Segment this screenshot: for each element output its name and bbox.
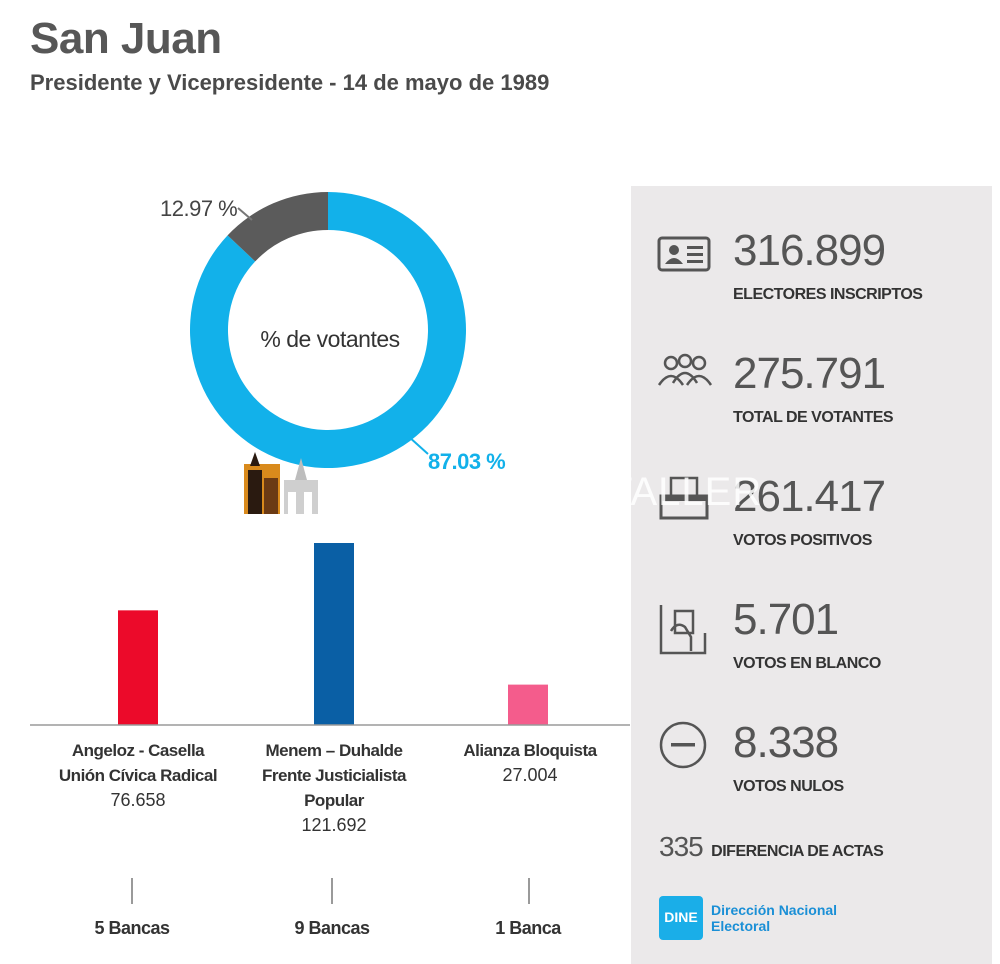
- donut-leader-line: [237, 207, 253, 221]
- stat-value: 261.417: [733, 472, 886, 521]
- hand-ballot-icon: [659, 605, 707, 655]
- donut-label-voters: 87.03 %: [428, 449, 506, 474]
- donut-label-nonvoters: 12.97 %: [160, 196, 238, 221]
- seats-label-2: 1 Banca: [495, 918, 561, 938]
- candidate-party: Unión Cívica Radical: [58, 766, 218, 785]
- stat-blanco: 5.701 VOTOS EN BLANCO: [631, 595, 992, 695]
- id-card-icon: [657, 236, 711, 272]
- candidate-label-2: Alianza Bloquista 27.004: [430, 738, 630, 788]
- dine-abbr: DINE: [664, 909, 698, 925]
- page-title: San Juan: [30, 14, 222, 63]
- watermark-text: TALLER: [608, 470, 763, 514]
- candidate-votes: 76.658: [110, 790, 166, 810]
- ballot-box-icon: [659, 476, 709, 520]
- votes-bar-chart: [30, 543, 630, 726]
- difference-label: DIFERENCIA DE ACTAS: [711, 843, 884, 860]
- candidate-label-0: Angeloz - Casella Unión Cívica Radical 7…: [38, 738, 238, 813]
- page-subtitle: Presidente y Vicepresidente - 14 de mayo…: [30, 70, 550, 95]
- dine-name: Dirección Nacional Electoral: [711, 902, 837, 934]
- stat-nulos: 8.338 VOTOS NULOS: [631, 718, 992, 818]
- dine-name-line1: Dirección Nacional: [711, 902, 838, 918]
- stat-label: VOTOS NULOS: [733, 778, 844, 795]
- separator-tick: [131, 878, 133, 904]
- candidate-name: Menem – Duhalde: [265, 741, 403, 760]
- donut-leader-line: [407, 435, 429, 455]
- stat-value: 316.899: [733, 226, 886, 275]
- candidate-votes: 27.004: [502, 765, 558, 785]
- difference-actas: 335 DIFERENCIA DE ACTAS: [659, 831, 884, 863]
- stat-value: 8.338: [733, 718, 839, 767]
- candidate-label-1: Menem – Duhalde Frente Justicialista Pop…: [234, 738, 434, 838]
- stat-label: VOTOS POSITIVOS: [733, 532, 872, 549]
- seats-label-1: 9 Bancas: [294, 918, 370, 938]
- stat-label: TOTAL DE VOTANTES: [733, 409, 894, 426]
- turnout-donut-chart: [190, 192, 467, 469]
- candidate-votes: 121.692: [301, 815, 367, 835]
- stats-panel: 316.899 ELECTORES INSCRIPTOS 275.791 TOT…: [631, 186, 992, 964]
- stat-positivos: 261.417 VOTOS POSITIVOS: [631, 472, 992, 572]
- candidate-name: Alianza Bloquista: [463, 741, 597, 760]
- separator-tick: [528, 878, 530, 904]
- stat-electores: 316.899 ELECTORES INSCRIPTOS: [631, 226, 992, 326]
- seats-label-0: 5 Bancas: [94, 918, 170, 938]
- candidate-name: Angeloz - Casella: [71, 741, 205, 760]
- dine-badge: DINE: [659, 896, 703, 940]
- bar-0: [118, 610, 158, 725]
- donut-slice-1: [227, 192, 328, 262]
- minus-circle-icon: [659, 721, 707, 769]
- stat-votantes: 275.791 TOTAL DE VOTANTES: [631, 349, 992, 449]
- stat-value: 5.701: [733, 595, 839, 644]
- separator-tick: [331, 878, 333, 904]
- people-icon: [657, 353, 713, 386]
- bar-2: [508, 684, 548, 725]
- donut-center-label: % de votantes: [260, 326, 400, 352]
- stat-label: VOTOS EN BLANCO: [733, 655, 881, 672]
- dine-logo: DINE Dirección Nacional Electoral: [659, 896, 879, 942]
- difference-value: 335: [659, 831, 704, 862]
- candidate-party: Frente Justicialista Popular: [261, 766, 407, 810]
- dine-name-line2: Electoral: [711, 918, 771, 934]
- stat-value: 275.791: [733, 349, 886, 398]
- bar-1: [314, 543, 354, 725]
- stat-label: ELECTORES INSCRIPTOS: [733, 286, 923, 303]
- watermark-logo: [244, 452, 318, 514]
